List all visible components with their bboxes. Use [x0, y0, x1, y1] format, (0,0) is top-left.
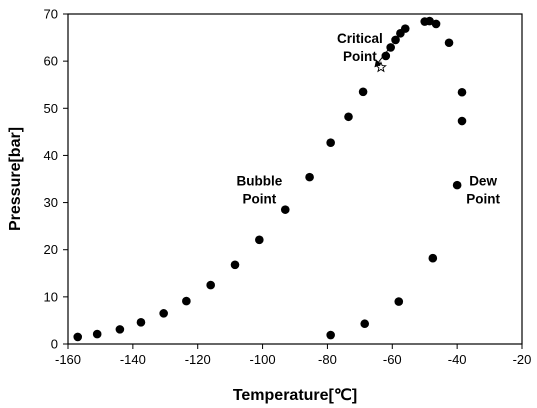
data-point [391, 35, 400, 45]
data-point [326, 330, 335, 340]
data-point [431, 19, 441, 29]
annotation-text: Dew [469, 174, 497, 189]
data-point [381, 51, 391, 61]
y-tick-label: 40 [44, 148, 58, 163]
x-tick-label: -80 [318, 352, 337, 367]
data-point [444, 38, 454, 48]
data-point [394, 297, 404, 306]
data-point [457, 116, 467, 126]
data-point [344, 112, 353, 122]
y-tick-label: 30 [44, 195, 58, 210]
y-tick-label: 0 [51, 337, 58, 352]
x-tick-label: -120 [185, 352, 211, 367]
x-tick-label: -140 [120, 352, 146, 367]
annotation-text: Point [466, 192, 500, 207]
y-tick-label: 10 [44, 289, 58, 304]
data-points [73, 16, 467, 342]
data-point [326, 138, 335, 147]
x-tick-label: -100 [250, 352, 276, 367]
data-point [428, 253, 438, 263]
data-point [182, 296, 191, 306]
x-tick-label: -20 [513, 352, 532, 367]
axis-tick-labels: -160 -140 -120 -100 -80 -60 -40 -20 0 10 20 30 40 50 6… [44, 7, 532, 368]
data-point [358, 87, 368, 97]
x-tick-label: -40 [448, 352, 467, 367]
data-point [452, 180, 462, 190]
y-tick-label: 70 [44, 7, 58, 22]
data-point [206, 280, 215, 290]
data-point [230, 260, 240, 270]
annotation-arrow [374, 49, 389, 68]
data-point [386, 43, 395, 52]
y-tick-label: 60 [44, 54, 58, 69]
data-point [425, 16, 434, 26]
data-point [115, 325, 125, 334]
data-point [280, 205, 290, 214]
y-tick-label: 50 [44, 101, 58, 116]
data-point [73, 332, 83, 342]
annotation-text: Point [343, 49, 377, 64]
data-point [159, 309, 168, 318]
annotations: Critical Point Bubble Point Dew Point [236, 31, 500, 206]
data-point [457, 87, 467, 97]
y-axis-title: Pressure[bar] [7, 127, 24, 231]
data-point [92, 329, 102, 339]
x-axis-title: Temperature[℃] [233, 387, 357, 404]
x-tick-label: -160 [55, 352, 81, 367]
x-tick-label: -60 [383, 352, 402, 367]
data-point [305, 172, 314, 182]
annotation-text: Critical [337, 31, 383, 46]
data-point [400, 24, 410, 33]
data-point [360, 319, 370, 329]
axis-ticks [63, 13, 523, 349]
data-point [255, 235, 264, 245]
y-tick-label: 20 [44, 242, 58, 257]
annotation-text: Bubble [236, 174, 282, 189]
plot-frame [67, 13, 523, 345]
data-point [136, 318, 146, 327]
annotation-text: Point [242, 192, 276, 207]
